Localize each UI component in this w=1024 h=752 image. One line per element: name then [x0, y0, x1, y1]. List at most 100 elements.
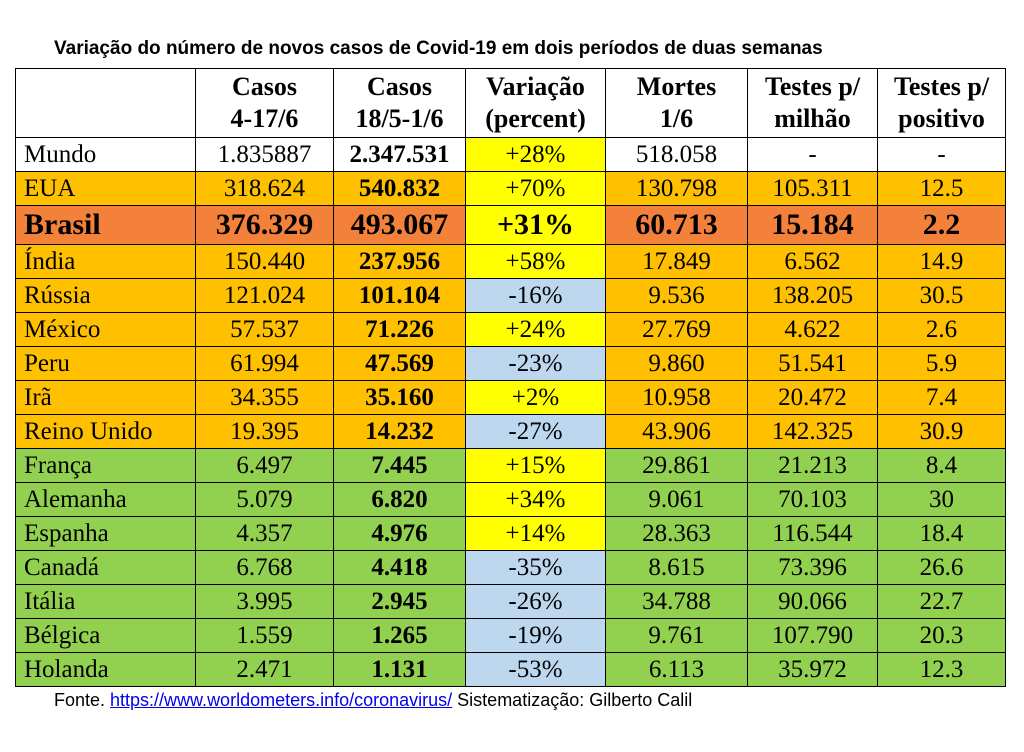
cell-mortes: 9.536 — [605, 278, 748, 313]
cell-tm: 21.213 — [747, 448, 878, 483]
cell-country: Rússia — [15, 278, 196, 313]
table-row: Peru 61.994 47.569 -23% 9.860 51.541 5.9 — [15, 346, 1006, 381]
cell-var: +14% — [465, 516, 606, 551]
cell-tp: 18.4 — [877, 516, 1006, 551]
header-cell-casos-18-1: Casos 18/5-1/6 — [333, 68, 466, 138]
cell-mortes: 17.849 — [605, 244, 748, 279]
cell-var: -35% — [465, 550, 606, 585]
table-row: México 57.537 71.226 +24% 27.769 4.622 2.6 — [15, 312, 1006, 347]
cell-tp: 12.3 — [877, 652, 1006, 687]
covid-table: Casos 4-17/6 Casos 18/5-1/6 Variação (perce… — [15, 68, 1006, 687]
table-row: Reino Unido 19.395 14.232 -27% 43.906 142.325… — [15, 414, 1006, 449]
cell-mortes: 43.906 — [605, 414, 748, 449]
cell-tp: 2.2 — [877, 205, 1006, 245]
cell-tm: 90.066 — [747, 584, 878, 619]
cell-tp: 26.6 — [877, 550, 1006, 585]
cell-tm: 73.396 — [747, 550, 878, 585]
cell-var: +15% — [465, 448, 606, 483]
cell-tp: 8.4 — [877, 448, 1006, 483]
cell-tm: 6.562 — [747, 244, 878, 279]
table-row: Mundo 1.835887 2.347.531 +28% 518.058- - — [15, 137, 1006, 172]
cell-c1: 6.497 — [195, 448, 334, 483]
cell-tm: - — [747, 137, 878, 172]
cell-c2: 7.445 — [333, 448, 466, 483]
cell-country: Itália — [15, 584, 196, 619]
cell-mortes: 130.798 — [605, 171, 748, 206]
cell-mortes: 9.860 — [605, 346, 748, 381]
cell-var: -23% — [465, 346, 606, 381]
cell-var: -19% — [465, 618, 606, 653]
cell-country: Bélgica — [15, 618, 196, 653]
cell-c2: 540.832 — [333, 171, 466, 206]
cell-mortes: 60.713 — [605, 205, 748, 245]
cell-tp: 22.7 — [877, 584, 1006, 619]
cell-country: França — [15, 448, 196, 483]
cell-c2: 4.976 — [333, 516, 466, 551]
source-link[interactable]: https://www.worldometers.info/coronaviru… — [110, 690, 453, 710]
cell-tp: 20.3 — [877, 618, 1006, 653]
cell-c1: 3.995 — [195, 584, 334, 619]
cell-var: +2% — [465, 380, 606, 415]
cell-c2: 4.418 — [333, 550, 466, 585]
cell-c2: 2.945 — [333, 584, 466, 619]
cell-tm: 107.790 — [747, 618, 878, 653]
cell-tp: - — [877, 137, 1006, 172]
table-title: Variação do número de novos casos de Cov… — [54, 38, 823, 59]
table-row: Irã 34.355 35.160 +2% 10.958 20.472 7.4 — [15, 380, 1006, 415]
cell-c2: 35.160 — [333, 380, 466, 415]
cell-var: +28% — [465, 137, 606, 172]
footer: Fonte. https://www.worldometers.info/cor… — [54, 690, 692, 711]
cell-tm: 15.184 — [747, 205, 878, 245]
cell-var: +34% — [465, 482, 606, 517]
cell-var: +24% — [465, 312, 606, 347]
cell-c2: 101.104 — [333, 278, 466, 313]
cell-var: -53% — [465, 652, 606, 687]
cell-mortes: 6.113 — [605, 652, 748, 687]
cell-tp: 5.9 — [877, 346, 1006, 381]
cell-c1: 2.471 — [195, 652, 334, 687]
cell-tm: 4.622 — [747, 312, 878, 347]
cell-mortes: 29.861 — [605, 448, 748, 483]
header-row: Casos 4-17/6 Casos 18/5-1/6 Variação (perce… — [15, 68, 1006, 138]
header-cell-variacao: Variação (percent) — [465, 68, 606, 138]
table-row: Itália 3.995 2.945 -26% 34.788 90.066 22.7 — [15, 584, 1006, 619]
cell-c1: 5.079 — [195, 482, 334, 517]
cell-c1: 6.768 — [195, 550, 334, 585]
table-row: Índia 150.440 237.956 +58% 17.849 6.562 14.9 — [15, 244, 1006, 279]
cell-tm: 116.544 — [747, 516, 878, 551]
footer-suffix: Sistematização: Gilberto Calil — [452, 690, 693, 710]
cell-tm: 105.311 — [747, 171, 878, 206]
cell-c2: 6.820 — [333, 482, 466, 517]
table-row: Bélgica 1.559 1.265 -19% 9.761 107.790 20.3 — [15, 618, 1006, 653]
cell-country: EUA — [15, 171, 196, 206]
cell-tm: 51.541 — [747, 346, 878, 381]
cell-c1: 34.355 — [195, 380, 334, 415]
cell-tp: 30.9 — [877, 414, 1006, 449]
cell-c1: 61.994 — [195, 346, 334, 381]
cell-c1: 318.624 — [195, 171, 334, 206]
cell-c1: 150.440 — [195, 244, 334, 279]
footer-prefix: Fonte. — [54, 690, 111, 710]
table-row: Canadá 6.768 4.418 -35% 8.615 73.396 26.6 — [15, 550, 1006, 585]
cell-tp: 30.5 — [877, 278, 1006, 313]
table-row: Holanda 2.471 1.131 -53% 6.113 35.972 12.3 — [15, 652, 1006, 687]
cell-var: -16% — [465, 278, 606, 313]
cell-var: -26% — [465, 584, 606, 619]
cell-country: Canadá — [15, 550, 196, 585]
cell-mortes: 9.061 — [605, 482, 748, 517]
table-row: França 6.497 7.445 +15% 29.861 21.213 8.4 — [15, 448, 1006, 483]
table-row: Rússia 121.024 101.104 -16% 9.536 138.205 30.5 — [15, 278, 1006, 313]
cell-c2: 1.131 — [333, 652, 466, 687]
cell-var: +31% — [465, 205, 606, 245]
header-cell-0 — [15, 68, 196, 138]
cell-c2: 2.347.531 — [333, 137, 466, 172]
cell-country: Irã — [15, 380, 196, 415]
cell-var: +58% — [465, 244, 606, 279]
cell-country: Peru — [15, 346, 196, 381]
cell-c2: 1.265 — [333, 618, 466, 653]
cell-c1: 57.537 — [195, 312, 334, 347]
cell-country: Brasil — [15, 205, 196, 245]
cell-tp: 2.6 — [877, 312, 1006, 347]
header-cell-testes-positivo: Testes p/positivo — [877, 68, 1006, 138]
cell-mortes: 10.958 — [605, 380, 748, 415]
